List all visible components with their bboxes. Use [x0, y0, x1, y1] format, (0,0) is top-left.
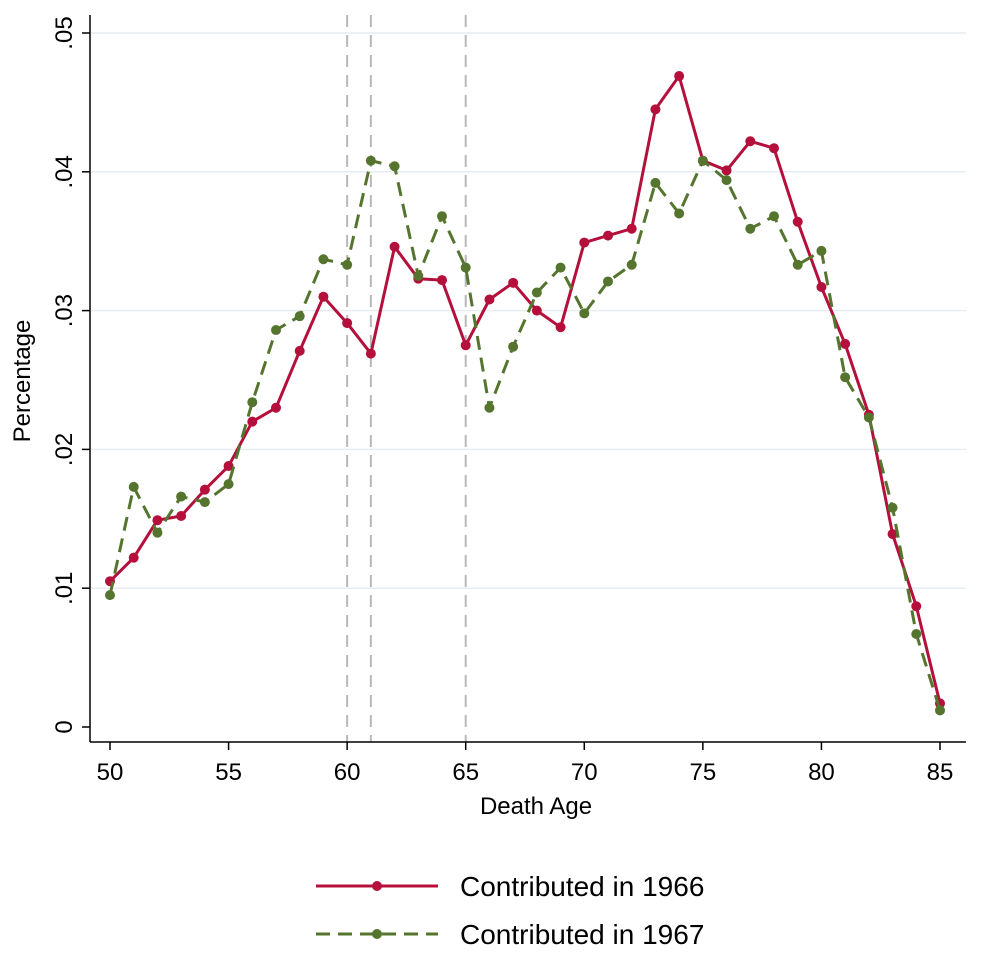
data-point-1 [745, 223, 756, 234]
y-tick-label: .04 [51, 155, 78, 188]
data-point-1 [176, 491, 187, 502]
data-point-0 [650, 104, 661, 115]
data-point-1 [603, 276, 613, 287]
data-point-1 [769, 211, 779, 222]
legend-marker-1966 [372, 881, 382, 891]
data-point-0 [745, 136, 756, 147]
data-point-1 [816, 245, 827, 256]
data-point-1 [484, 402, 495, 413]
data-point-1 [413, 270, 424, 281]
data-point-0 [816, 282, 827, 293]
data-point-0 [294, 345, 305, 356]
data-point-1 [437, 211, 447, 222]
axes [82, 15, 966, 750]
data-point-0 [555, 322, 566, 333]
data-point-1 [721, 175, 732, 186]
data-point-1 [792, 259, 803, 270]
data-point-0 [840, 338, 851, 349]
legend: Contributed in 1966 Contributed in 1967 [316, 871, 704, 950]
data-point-0 [721, 165, 732, 176]
x-tick-label: 60 [334, 759, 361, 786]
data-point-1 [223, 479, 234, 490]
data-point-1 [271, 325, 281, 336]
legend-item-1967: Contributed in 1967 [316, 919, 704, 950]
data-point-1 [863, 412, 874, 423]
data-point-0 [247, 416, 258, 427]
x-tick-label: 80 [808, 759, 835, 786]
data-point-0 [626, 223, 637, 234]
data-point-0 [389, 241, 400, 252]
data-point-1 [342, 259, 353, 270]
data-point-1 [697, 155, 708, 166]
data-point-0 [911, 601, 922, 612]
data-point-0 [152, 515, 163, 526]
x-axis-title: Death Age [480, 793, 592, 820]
data-point-1 [579, 308, 590, 319]
data-point-1 [531, 287, 542, 298]
data-point-1 [674, 208, 685, 219]
y-tick-label: .02 [51, 433, 78, 466]
data-point-0 [579, 237, 590, 248]
data-point-0 [223, 461, 234, 472]
tick-labels: 0 .01 .02 .03 .04 .05 50 55 60 65 70 75 80 85 [51, 16, 953, 786]
data-point-1 [555, 262, 566, 273]
data-point-0 [128, 552, 139, 563]
y-tick-label: .05 [51, 16, 78, 49]
data-point-0 [603, 230, 613, 241]
legend-label-1966: Contributed in 1966 [460, 871, 704, 902]
data-point-1 [460, 262, 471, 273]
data-point-0 [318, 291, 329, 302]
data-point-0 [674, 71, 685, 82]
data-point-1 [128, 481, 139, 492]
x-tick-label: 65 [452, 759, 479, 786]
data-point-1 [105, 590, 115, 601]
x-tick-label: 75 [690, 759, 717, 786]
data-point-1 [318, 254, 329, 265]
data-point-1 [152, 527, 163, 538]
x-tick-label: 85 [927, 759, 954, 786]
legend-label-1967: Contributed in 1967 [460, 919, 704, 950]
data-point-1 [294, 311, 305, 322]
data-point-1 [199, 497, 210, 508]
data-point-0 [176, 511, 187, 522]
data-point-1 [626, 259, 637, 270]
data-point-0 [769, 143, 779, 154]
y-tick-label: .03 [51, 294, 78, 327]
x-tick-label: 70 [571, 759, 598, 786]
data-point-1 [935, 705, 945, 716]
y-tick-label: .01 [51, 572, 78, 605]
data-point-1 [247, 397, 258, 408]
legend-item-1966: Contributed in 1966 [316, 871, 704, 902]
data-point-1 [365, 155, 376, 166]
data-point-0 [342, 318, 353, 329]
data-point-0 [792, 216, 803, 227]
data-point-0 [365, 348, 376, 359]
series [105, 71, 945, 716]
series-line-1 [108, 159, 942, 711]
data-point-0 [271, 402, 281, 413]
data-point-0 [531, 305, 542, 316]
data-point-0 [508, 277, 519, 288]
x-tick-label: 50 [97, 759, 124, 786]
data-point-1 [887, 502, 898, 513]
data-point-1 [389, 161, 400, 172]
reference-lines [346, 15, 467, 742]
data-point-0 [199, 484, 210, 495]
data-point-0 [460, 340, 471, 351]
data-point-0 [484, 294, 495, 305]
y-tick-label: 0 [51, 720, 78, 733]
data-point-0 [887, 529, 898, 540]
data-point-1 [508, 341, 519, 352]
series-line-0 [108, 74, 942, 704]
legend-marker-1967 [372, 929, 382, 939]
data-point-0 [437, 275, 447, 286]
y-axis-title: Percentage [9, 320, 36, 443]
data-point-1 [650, 177, 661, 188]
data-point-1 [840, 372, 851, 383]
x-tick-label: 55 [215, 759, 242, 786]
data-point-1 [911, 629, 922, 640]
